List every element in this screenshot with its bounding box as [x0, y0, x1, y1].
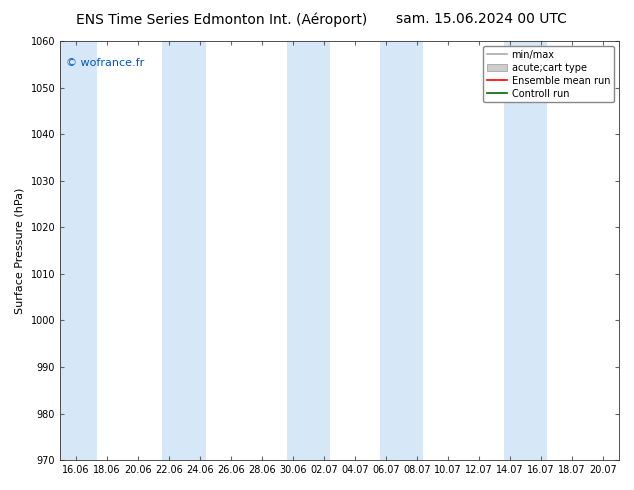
- Text: sam. 15.06.2024 00 UTC: sam. 15.06.2024 00 UTC: [396, 12, 567, 26]
- Text: © wofrance.fr: © wofrance.fr: [66, 58, 144, 68]
- Y-axis label: Surface Pressure (hPa): Surface Pressure (hPa): [15, 187, 25, 314]
- Legend: min/max, acute;cart type, Ensemble mean run, Controll run: min/max, acute;cart type, Ensemble mean …: [483, 46, 614, 102]
- Text: ENS Time Series Edmonton Int. (Aéroport): ENS Time Series Edmonton Int. (Aéroport): [76, 12, 368, 27]
- Bar: [504, 41, 547, 460]
- Bar: [162, 41, 206, 460]
- Bar: [380, 41, 424, 460]
- Bar: [60, 41, 97, 460]
- Bar: [287, 41, 330, 460]
